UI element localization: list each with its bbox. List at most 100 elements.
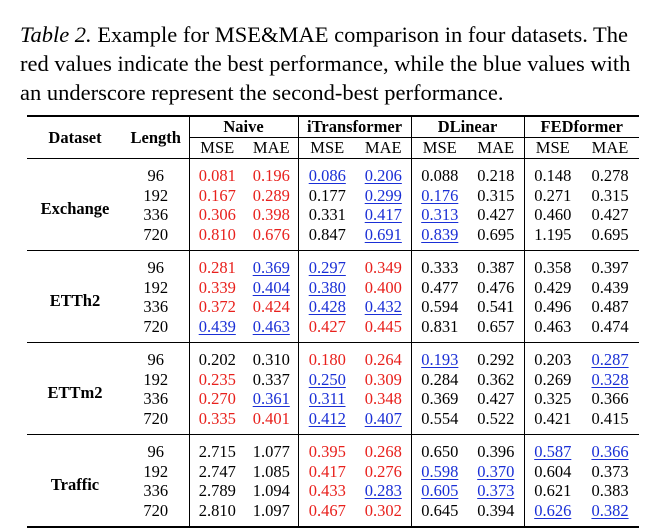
- caption-lead: Table 2.: [20, 22, 92, 47]
- value: 0.463: [534, 316, 572, 336]
- table-caption: Table 2. Example for MSE&MAE comparison …: [20, 20, 650, 107]
- value-cell: 0.331: [298, 205, 356, 225]
- value: 0.427: [477, 389, 515, 409]
- value-cell: 0.276: [356, 461, 412, 481]
- second-best-value: 0.432: [364, 297, 402, 317]
- header-dataset: Dataset: [27, 115, 123, 159]
- best-value: 0.339: [198, 277, 236, 297]
- header-length: Length: [123, 115, 190, 159]
- best-value: 0.335: [198, 408, 236, 428]
- value: 0.394: [477, 500, 515, 520]
- value-cell: 0.400: [356, 277, 412, 297]
- second-best-value: 0.250: [308, 369, 346, 389]
- value-cell: 0.337: [245, 369, 299, 389]
- header-metric-mae: MAE: [468, 137, 525, 159]
- second-best-value: 0.439: [198, 316, 236, 336]
- value: 0.358: [534, 258, 572, 278]
- best-value: 0.400: [364, 277, 402, 297]
- best-value: 0.196: [252, 166, 290, 186]
- value-cell: 0.366: [581, 434, 640, 462]
- header-metric-mse: MSE: [298, 137, 357, 159]
- table-row: 336 0.372 0.424 0.428 0.432 0.594 0.541 0.496 0.…: [27, 297, 639, 317]
- second-best-value: 0.193: [421, 350, 459, 370]
- value-cell: 0.445: [356, 316, 412, 343]
- best-value: 0.281: [198, 258, 236, 278]
- dataset-name: Traffic: [27, 434, 123, 528]
- table-row: 720 0.335 0.401 0.412 0.407 0.554 0.522 0.421 0.…: [27, 408, 639, 435]
- value-cell: 0.167: [189, 186, 245, 206]
- value: 0.477: [421, 277, 459, 297]
- value-cell: 0.839: [411, 225, 468, 251]
- second-best-value: 0.417: [364, 205, 402, 225]
- value-cell: 0.335: [189, 409, 245, 435]
- value-cell: 0.439: [189, 317, 245, 343]
- value-cell: 0.427: [581, 205, 639, 225]
- header-model-itransformer: iTransformer: [298, 115, 412, 138]
- best-value: 0.306: [198, 205, 236, 225]
- table-row: 336 0.306 0.398 0.331 0.417 0.313 0.427 0.460 0.…: [27, 205, 639, 225]
- value-cell: 0.474: [581, 317, 639, 343]
- value-cell: 2.789: [189, 481, 245, 501]
- value-cell: 0.292: [468, 342, 525, 370]
- value-cell: 0.396: [468, 434, 525, 462]
- value-cell: 0.148: [524, 159, 581, 186]
- caption-text: Example for MSE&MAE comparison in four d…: [20, 22, 631, 105]
- value-cell: 0.358: [524, 250, 582, 278]
- best-value: 0.445: [364, 316, 402, 336]
- length-cell: 720: [123, 500, 190, 528]
- value-cell: 0.081: [189, 159, 245, 186]
- value-cell: 0.278: [581, 159, 639, 186]
- value-cell: 0.309: [356, 369, 412, 389]
- value: 0.650: [421, 442, 459, 462]
- value: 0.271: [534, 185, 572, 205]
- header-metric-mae: MAE: [581, 137, 640, 159]
- value-cell: 0.373: [581, 462, 639, 482]
- length-cell: 192: [123, 185, 190, 205]
- best-value: 0.289: [252, 185, 290, 205]
- table-row: Traffic 96 2.715 1.077 0.395 0.268 0.650 0.396 0…: [27, 434, 640, 528]
- value-cell: 0.176: [411, 186, 468, 206]
- value-cell: 0.554: [411, 409, 468, 435]
- value: 0.315: [591, 185, 629, 205]
- second-best-value: 0.297: [308, 258, 346, 278]
- value: 0.415: [591, 408, 629, 428]
- value: 0.366: [591, 389, 629, 409]
- value-cell: 2.715: [189, 434, 245, 462]
- best-value: 0.395: [308, 442, 346, 462]
- table-row: ETTm2 96 0.202 0.310 0.180 0.264 0.193 0.292 0.2…: [27, 342, 640, 435]
- value-cell: 0.587: [524, 434, 582, 462]
- table-row: Exchange 96 0.081 0.196 0.086 0.206 0.088 0.218…: [27, 158, 639, 218]
- value-cell: 0.467: [298, 500, 357, 528]
- best-value: 0.810: [198, 224, 236, 244]
- value-cell: 0.315: [468, 185, 525, 205]
- second-best-value: 0.361: [252, 389, 290, 409]
- length-cell: 720: [123, 316, 190, 343]
- value-cell: 0.373: [468, 481, 525, 501]
- value-cell: 0.433: [298, 481, 356, 501]
- best-value: 0.348: [364, 389, 402, 409]
- header-model-naive: Naive: [189, 115, 299, 138]
- second-best-value: 0.370: [477, 461, 515, 481]
- value-cell: 0.250: [298, 370, 356, 390]
- dataset-name: ETTh2: [27, 250, 123, 343]
- value: 0.369: [421, 389, 459, 409]
- value: 2.810: [198, 500, 236, 520]
- value-cell: 0.460: [524, 205, 581, 225]
- value-cell: 0.299: [356, 185, 412, 205]
- value: 0.657: [477, 316, 515, 336]
- value-cell: 0.196: [245, 158, 299, 186]
- value-cell: 1.077: [245, 434, 299, 462]
- best-value: 0.424: [252, 297, 290, 317]
- value: 0.331: [308, 205, 346, 225]
- best-value: 0.427: [308, 316, 346, 336]
- table-row: 192 2.747 1.085 0.417 0.276 0.598 0.370 0.604 0.…: [27, 461, 639, 482]
- best-value: 0.417: [308, 461, 346, 481]
- value-cell: 0.695: [581, 225, 639, 251]
- value-cell: 0.333: [411, 250, 469, 278]
- value: 0.373: [591, 461, 629, 481]
- results-table: Dataset Length Naive iTransformer DLinea…: [27, 115, 640, 528]
- second-best-value: 0.428: [308, 297, 346, 317]
- header-metric-mae: MAE: [245, 137, 299, 159]
- value-cell: 0.428: [298, 297, 356, 317]
- value: 0.292: [477, 350, 515, 370]
